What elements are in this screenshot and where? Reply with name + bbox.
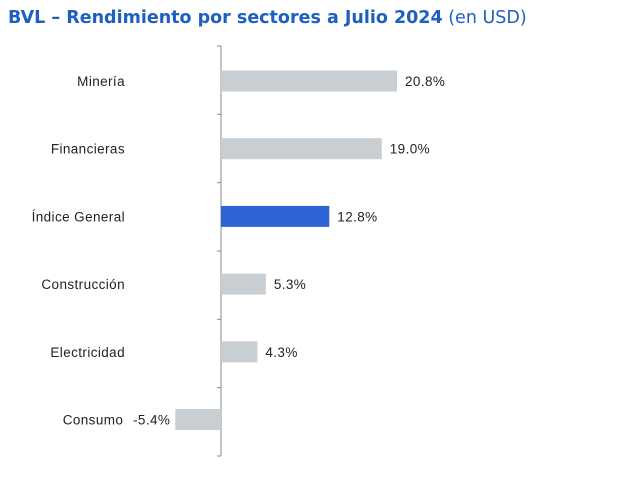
bar-electricidad: [221, 341, 258, 363]
data-label: 12.8%: [337, 209, 377, 224]
chart-title-main: BVL – Rendimiento por sectores a Julio 2…: [8, 8, 443, 28]
bar-consumo: [175, 409, 221, 430]
category-label: Índice General: [32, 209, 125, 224]
category-label: Minería: [77, 74, 125, 89]
bar-mineria: [221, 70, 397, 92]
data-label: 5.3%: [274, 277, 306, 292]
category-label: Construcción: [41, 277, 125, 292]
data-label: 20.8%: [405, 74, 445, 89]
data-label: 19.0%: [390, 142, 430, 157]
bar-indice-general: [221, 205, 330, 227]
bar-construccion: [221, 273, 266, 295]
data-label: -5.4%: [133, 413, 170, 428]
category-label: Consumo: [63, 413, 124, 428]
data-label: 4.3%: [265, 345, 297, 360]
chart-title-sub: (en USD): [448, 8, 527, 28]
category-label: Electricidad: [50, 345, 125, 360]
bar-financieras: [221, 138, 382, 160]
chart-title: BVL – Rendimiento por sectores a Julio 2…: [8, 8, 527, 28]
category-label: Financieras: [51, 142, 125, 157]
